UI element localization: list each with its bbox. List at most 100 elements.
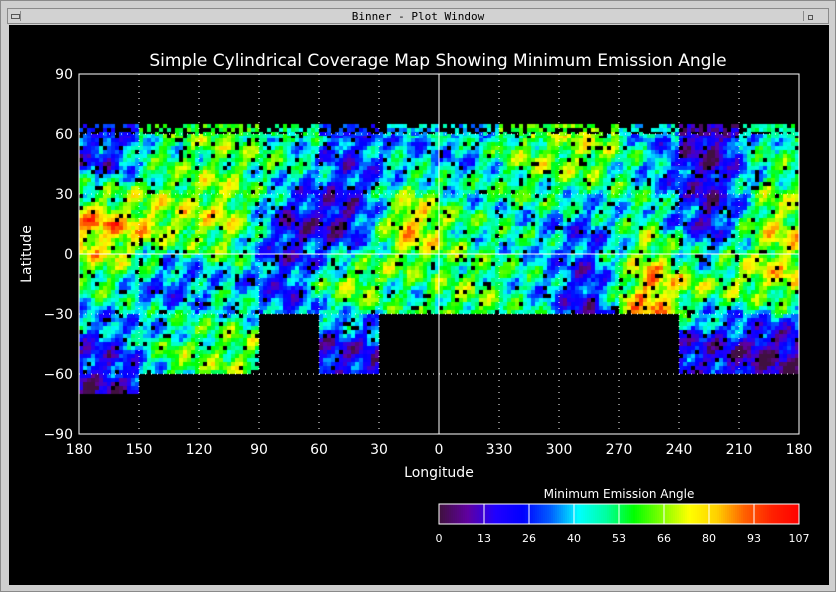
colorbar-swatch [567, 504, 569, 524]
colorbar-swatch [653, 504, 655, 524]
window-menu-button[interactable] [10, 11, 21, 21]
colorbar-swatch [581, 504, 583, 524]
colorbar-swatch [775, 504, 777, 524]
colorbar-swatch [781, 504, 783, 524]
colorbar-swatch [657, 504, 659, 524]
colorbar-swatch [677, 504, 679, 524]
colorbar-swatch [571, 504, 573, 524]
x-tick-label: 180 [786, 442, 813, 458]
colorbar-swatch [777, 504, 779, 524]
colorbar-swatch [655, 504, 657, 524]
colorbar-tick-label: 40 [567, 532, 581, 545]
y-tick-label: −90 [43, 427, 73, 443]
colorbar-swatch [717, 504, 719, 524]
colorbar-swatch [507, 504, 509, 524]
colorbar-swatch [719, 504, 721, 524]
colorbar-swatch [709, 504, 711, 524]
colorbar-swatch [561, 504, 563, 524]
colorbar-swatch [457, 504, 459, 524]
colorbar-swatch [675, 504, 677, 524]
colorbar-swatch [609, 504, 611, 524]
colorbar-swatch [503, 504, 505, 524]
x-tick-label: 240 [666, 442, 693, 458]
colorbar-swatch [565, 504, 567, 524]
colorbar-tick-label: 66 [657, 532, 671, 545]
colorbar-swatch [591, 504, 593, 524]
y-tick-label: 90 [55, 67, 73, 83]
colorbar-swatch [661, 504, 663, 524]
colorbar-swatch [603, 504, 605, 524]
colorbar-swatch [649, 504, 651, 524]
colorbar-swatch [703, 504, 705, 524]
x-tick-label: 210 [726, 442, 753, 458]
colorbar-swatch [509, 504, 511, 524]
colorbar-swatch [593, 504, 595, 524]
colorbar-swatch [751, 504, 753, 524]
x-tick-label: 120 [186, 442, 213, 458]
colorbar-swatch [701, 504, 703, 524]
colorbar-swatch [585, 504, 587, 524]
maximize-button[interactable] [803, 11, 814, 21]
y-tick-label: 60 [55, 127, 73, 143]
colorbar-swatch [535, 504, 537, 524]
colorbar-swatch [579, 504, 581, 524]
colorbar-swatch [681, 504, 683, 524]
colorbar-swatch [449, 504, 451, 524]
chart-title: Simple Cylindrical Coverage Map Showing … [149, 51, 726, 71]
colorbar-swatch [531, 504, 533, 524]
colorbar-swatch [533, 504, 535, 524]
colorbar-swatch [491, 504, 493, 524]
colorbar-swatch [639, 504, 641, 524]
colorbar-swatch [797, 504, 799, 524]
colorbar-swatch [687, 504, 689, 524]
colorbar-swatch [473, 504, 475, 524]
colorbar-swatch [471, 504, 473, 524]
colorbar-swatch [737, 504, 739, 524]
colorbar-swatch [695, 504, 697, 524]
colorbar-tick-label: 13 [477, 532, 491, 545]
colorbar-swatch [759, 504, 761, 524]
colorbar-swatch [773, 504, 775, 524]
colorbar-swatch [453, 504, 455, 524]
colorbar-swatch [511, 504, 513, 524]
colorbar-swatch [447, 504, 449, 524]
plot-area: Simple Cylindrical Coverage Map Showing … [9, 25, 829, 585]
colorbar-swatch [711, 504, 713, 524]
colorbar-swatch [539, 504, 541, 524]
colorbar-swatch [541, 504, 543, 524]
colorbar-swatch [673, 504, 675, 524]
colorbar-swatch [477, 504, 479, 524]
colorbar-swatch [443, 504, 445, 524]
colorbar-swatch [723, 504, 725, 524]
colorbar-swatch [601, 504, 603, 524]
colorbar-swatch [625, 504, 627, 524]
colorbar-swatch [741, 504, 743, 524]
colorbar-swatch [745, 504, 747, 524]
x-tick-label: 300 [546, 442, 573, 458]
title-bar[interactable]: Binner - Plot Window [7, 8, 829, 24]
colorbar-swatch [479, 504, 481, 524]
x-tick-label: 30 [370, 442, 388, 458]
colorbar-swatch [767, 504, 769, 524]
colorbar-swatch [715, 504, 717, 524]
colorbar-swatch [665, 504, 667, 524]
colorbar-swatch [611, 504, 613, 524]
colorbar-swatch [713, 504, 715, 524]
colorbar-swatch [789, 504, 791, 524]
colorbar-swatch [553, 504, 555, 524]
colorbar-swatch [699, 504, 701, 524]
colorbar-swatch [659, 504, 661, 524]
colorbar-swatch [771, 504, 773, 524]
colorbar-swatch [487, 504, 489, 524]
colorbar-swatch [461, 504, 463, 524]
x-tick-label: 150 [126, 442, 153, 458]
colorbar-swatch [707, 504, 709, 524]
colorbar-swatch [705, 504, 707, 524]
colorbar-swatch [769, 504, 771, 524]
colorbar-swatch [779, 504, 781, 524]
y-tick-label: 0 [64, 247, 73, 263]
colorbar-swatch [795, 504, 797, 524]
colorbar-swatch [645, 504, 647, 524]
colorbar-swatch [493, 504, 495, 524]
